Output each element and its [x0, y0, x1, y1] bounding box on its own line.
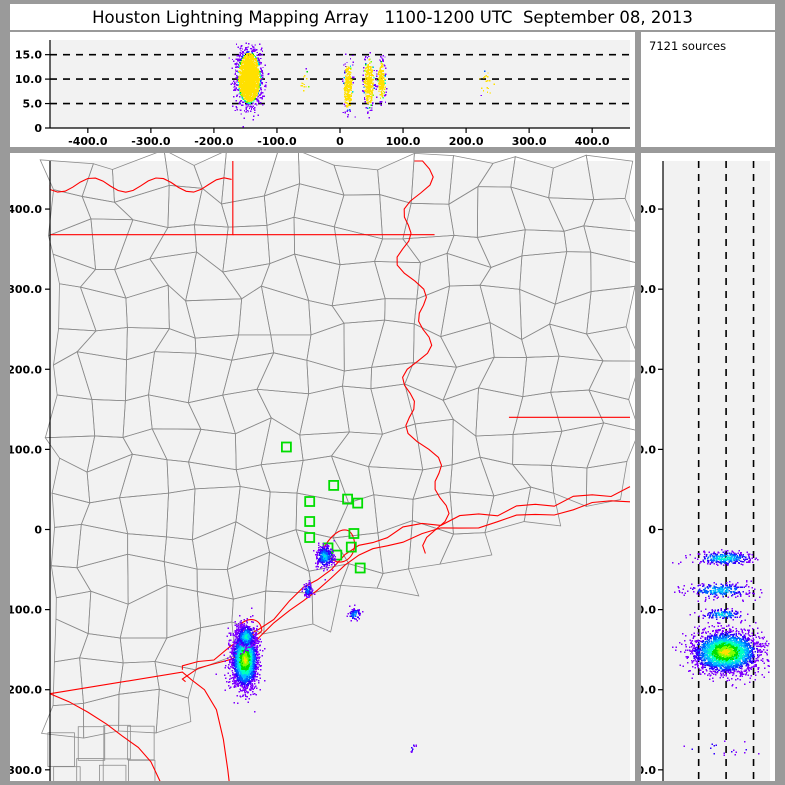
- y-tick-label: -200.0: [641, 684, 656, 697]
- y-tick-label: 400.0: [641, 203, 656, 216]
- altitude-latitude-chart[interactable]: -400.0-300.0-200.0-100.00100.0200.0300.0…: [641, 153, 775, 781]
- station-marker: [328, 479, 340, 491]
- source-count-panel: 7121 sources: [641, 32, 775, 147]
- x-tick-label: -200.0: [194, 135, 234, 147]
- station-marker: [280, 441, 292, 453]
- y-tick-label: -300.0: [641, 764, 656, 777]
- station-marker: [348, 528, 360, 539]
- y-tick-label: 15.0: [15, 49, 42, 62]
- county-boundaries: [39, 153, 635, 781]
- station-marker: [342, 493, 354, 505]
- x-tick-label: 100.0: [386, 135, 421, 147]
- source-points: [671, 549, 770, 756]
- y-tick-label: 5.0: [23, 98, 43, 111]
- source-points: [215, 540, 418, 754]
- y-tick-label: -100.0: [641, 604, 656, 617]
- x-tick-label: 200.0: [449, 135, 484, 147]
- x-tick-label: -100.0: [257, 135, 297, 147]
- y-tick-label: 0: [34, 524, 42, 537]
- y-tick-label: 300.0: [641, 283, 656, 296]
- y-tick-label: 0: [648, 524, 656, 537]
- station-marker: [304, 516, 316, 527]
- y-tick-label: 100.0: [641, 443, 656, 456]
- source-points: [228, 42, 495, 128]
- y-tick-label: 0: [34, 122, 42, 135]
- y-tick-label: -300.0: [10, 764, 42, 777]
- y-tick-label: 10.0: [15, 73, 42, 86]
- altitude-latitude-panel: -400.0-300.0-200.0-100.00100.0200.0300.0…: [641, 153, 775, 781]
- y-tick-label: 200.0: [10, 363, 42, 376]
- x-tick-label: -300.0: [131, 135, 171, 147]
- station-marker: [304, 532, 316, 543]
- y-tick-label: -100.0: [10, 604, 42, 617]
- plan-view-map-chart[interactable]: -400.0-300.0-200.0-100.00100.0200.0300.0…: [10, 153, 635, 781]
- y-tick-label: 400.0: [10, 203, 42, 216]
- y-tick-label: 100.0: [10, 443, 42, 456]
- source-count-label: 7121 sources: [649, 39, 727, 53]
- x-tick-label: 0: [336, 135, 344, 147]
- x-tick-label: -400.0: [68, 135, 108, 147]
- station-marker: [304, 496, 316, 507]
- y-tick-label: -200.0: [10, 684, 42, 697]
- station-marker: [352, 497, 364, 509]
- page-title: Houston Lightning Mapping Array 1100-120…: [92, 7, 693, 27]
- y-tick-label: 300.0: [10, 283, 42, 296]
- station-marker: [354, 562, 366, 574]
- x-tick-label: 300.0: [512, 135, 547, 147]
- time-height-panel: 0 5.0 10.0 15.0 -400.0 -300.0 -200.0 -100.0 0 100…: [10, 32, 635, 147]
- title-bar: Houston Lightning Mapping Array 1100-120…: [10, 4, 775, 30]
- plan-view-map-panel: -400.0-300.0-200.0-100.00100.0200.0300.0…: [10, 153, 635, 781]
- state-boundaries: [49, 160, 630, 554]
- x-tick-label: 400.0: [575, 135, 610, 147]
- time-height-chart[interactable]: 0 5.0 10.0 15.0 -400.0 -300.0 -200.0 -100.0 0 100…: [10, 32, 635, 147]
- station-marker: [345, 541, 357, 553]
- y-tick-label: 200.0: [641, 363, 656, 376]
